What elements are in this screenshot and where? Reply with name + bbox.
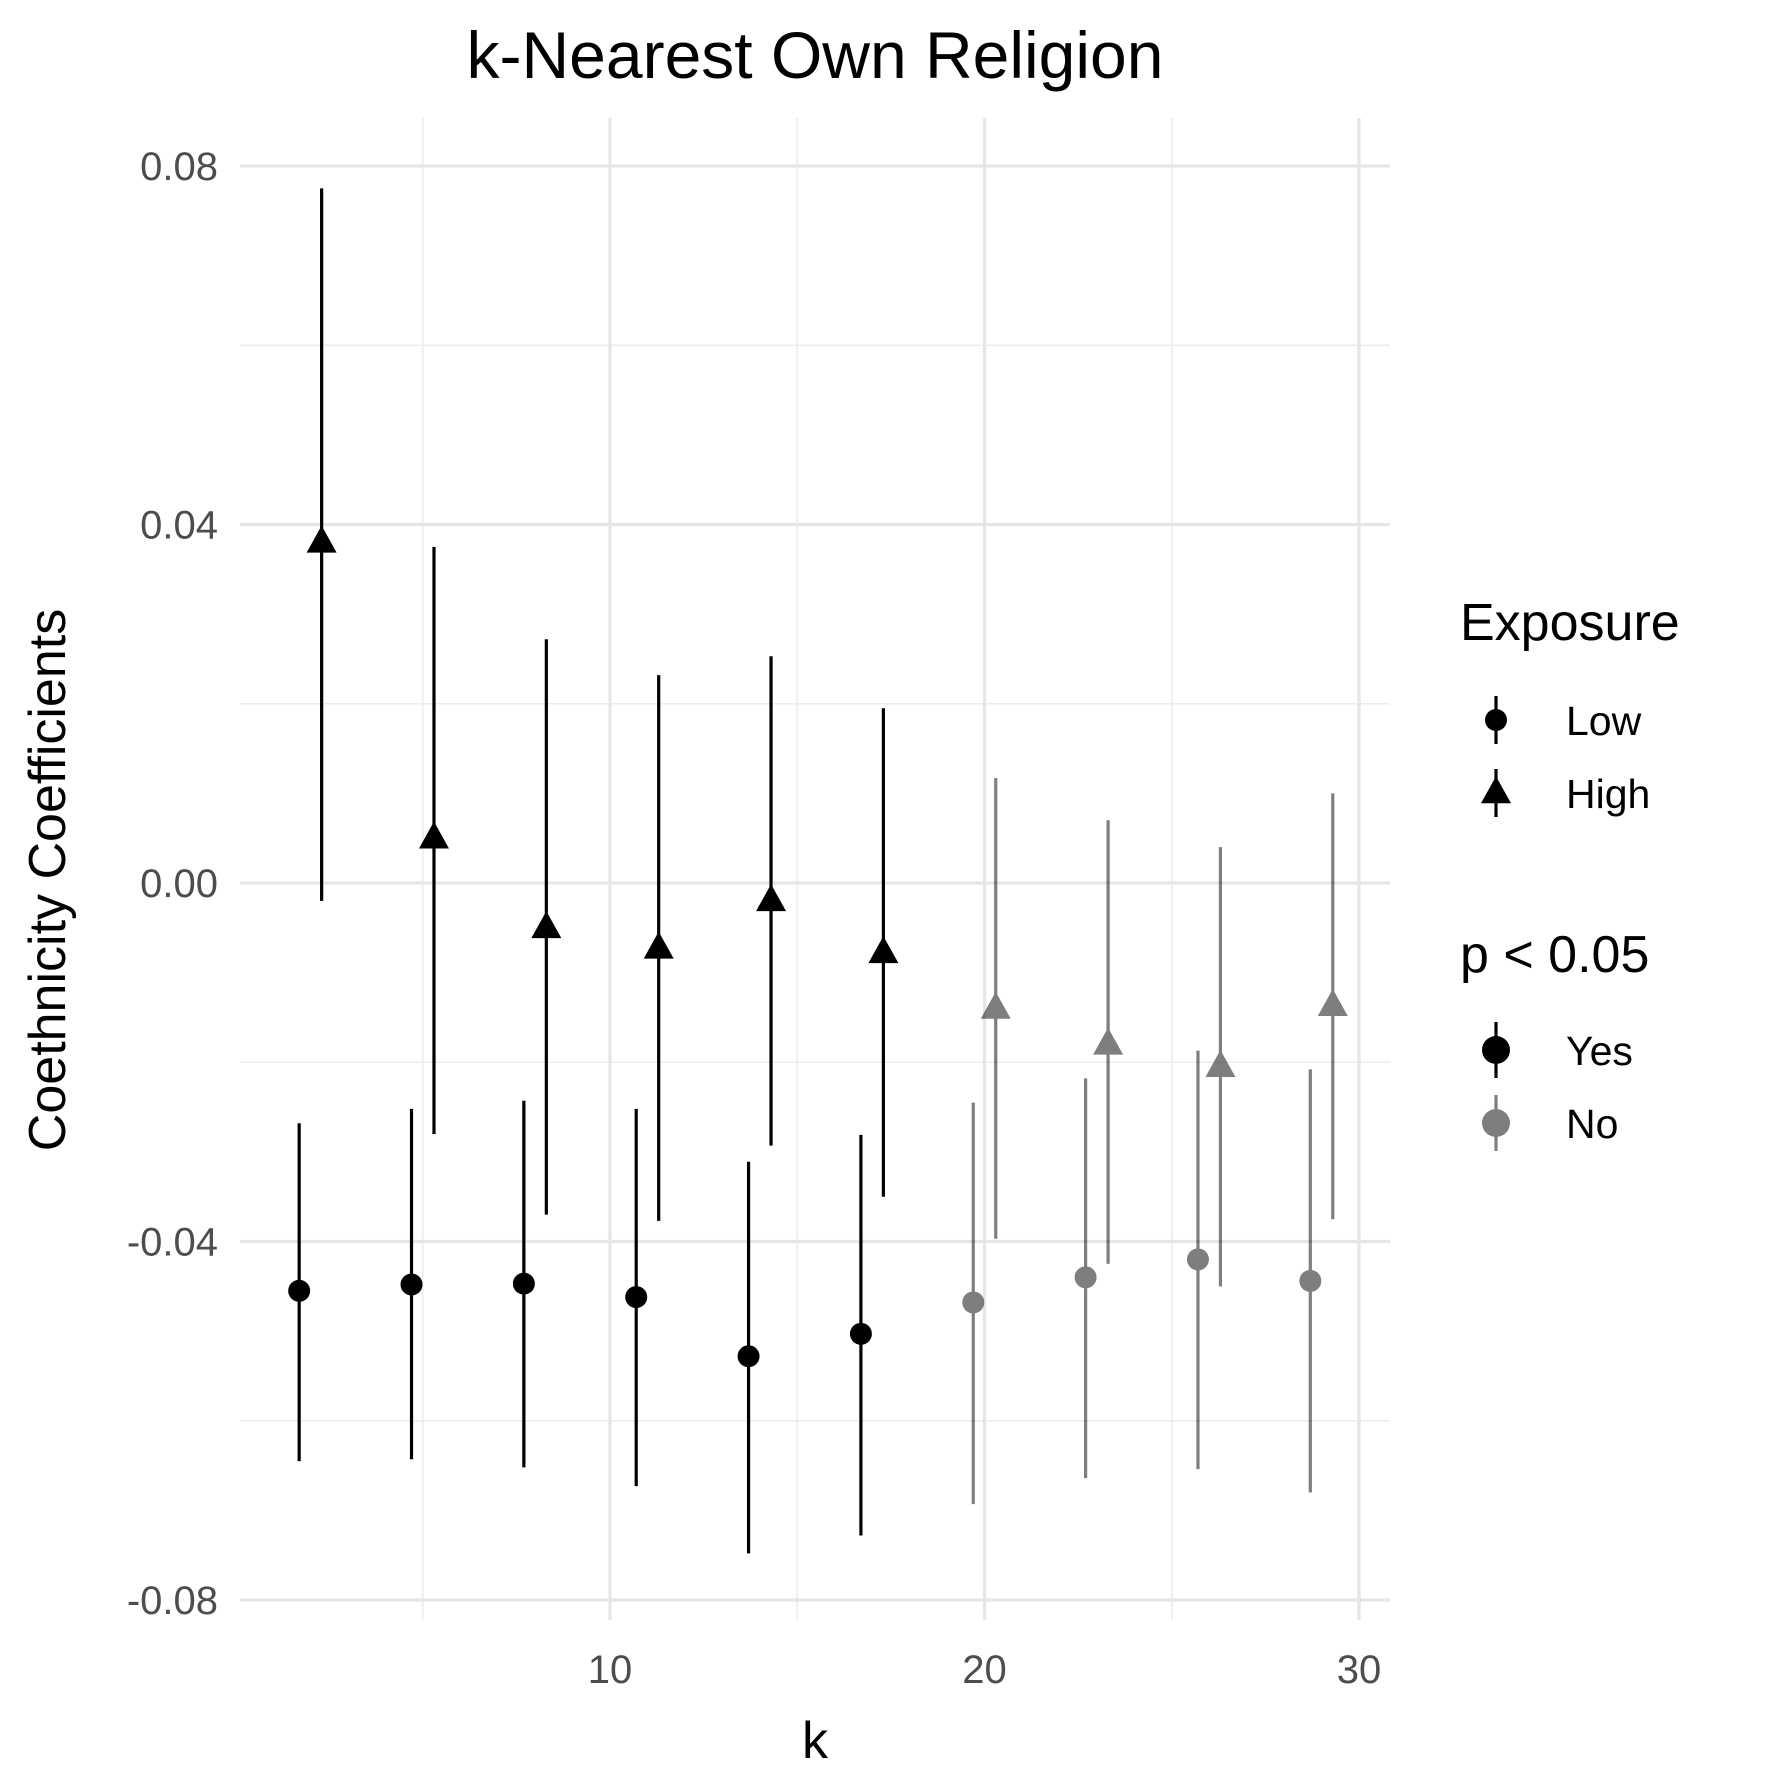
- x-tick-label: 20: [962, 1648, 1007, 1692]
- legend-label-low: Low: [1566, 698, 1642, 744]
- y-axis-title: Coethnicity Coefficients: [19, 609, 77, 1151]
- low-exposure-point-1: [400, 1108, 423, 1460]
- legend-label-yes: Yes: [1566, 1028, 1633, 1074]
- point-estimate-circle: [400, 1273, 423, 1296]
- point-estimate-triangle: [868, 936, 899, 964]
- legend-key-no: [1482, 1095, 1510, 1151]
- low-exposure-point-4: [737, 1161, 760, 1554]
- point-estimate-circle: [625, 1286, 648, 1309]
- low-exposure-point-5: [849, 1134, 872, 1536]
- grid-lines: [240, 118, 1390, 1620]
- point-estimate-triangle: [980, 991, 1011, 1019]
- low-exposure-point-2: [512, 1100, 535, 1468]
- legend-key-low: [1485, 696, 1507, 744]
- high-exposure-point-5: [868, 708, 899, 1197]
- point-estimate-circle: [288, 1279, 311, 1302]
- point-estimate-circle: [1299, 1269, 1322, 1292]
- point-estimate-triangle: [643, 931, 674, 959]
- y-tick-label: 0.08: [140, 145, 218, 189]
- y-tick-label: 0.00: [140, 862, 218, 906]
- legend-label-high: High: [1566, 771, 1650, 817]
- point-estimate-triangle: [1317, 989, 1348, 1017]
- high-exposure-point-2: [531, 639, 562, 1215]
- low-exposure-point-7: [1074, 1078, 1097, 1479]
- y-tick-label: -0.04: [127, 1221, 218, 1265]
- low-exposure-point-0: [288, 1123, 311, 1462]
- low-exposure-point-3: [625, 1108, 648, 1487]
- point-estimate-triangle: [1093, 1027, 1124, 1055]
- y-tick-label: 0.04: [140, 504, 218, 548]
- x-tick-label: 30: [1337, 1648, 1382, 1692]
- low-exposure-point-8: [1186, 1050, 1209, 1470]
- x-tick-label: 10: [588, 1648, 633, 1692]
- high-exposure-point-9: [1317, 793, 1348, 1220]
- legend-title-exposure: Exposure: [1460, 594, 1680, 652]
- high-exposure-point-4: [756, 656, 787, 1146]
- y-axis-ticks: -0.08 -0.04 0.00 0.04 0.08: [127, 145, 218, 1623]
- high-exposure-point-8: [1205, 847, 1236, 1287]
- legend-label-no: No: [1566, 1101, 1618, 1147]
- high-exposure-point-7: [1093, 820, 1124, 1264]
- point-estimate-triangle: [418, 821, 449, 849]
- x-axis-title: k: [802, 1712, 829, 1770]
- x-axis-ticks: 10 20 30: [588, 1648, 1382, 1692]
- point-estimate-circle: [512, 1272, 535, 1295]
- point-estimate-triangle: [756, 884, 787, 912]
- low-exposure-point-6: [962, 1102, 985, 1505]
- legend-title-significance: p < 0.05: [1460, 926, 1649, 984]
- point-estimate-circle: [1074, 1266, 1097, 1289]
- legend: Exposure Low High p < 0.05 Yes No: [1460, 594, 1680, 1151]
- low-exposure-point-9: [1299, 1069, 1322, 1493]
- point-estimate-circle: [737, 1345, 760, 1368]
- point-estimate-triangle: [306, 525, 337, 553]
- data-marks: [288, 188, 1348, 1554]
- high-exposure-point-1: [418, 546, 449, 1134]
- chart-title: k-Nearest Own Religion: [467, 18, 1164, 92]
- y-tick-label: -0.08: [127, 1579, 218, 1623]
- high-exposure-point-3: [643, 675, 674, 1221]
- point-estimate-circle: [1186, 1248, 1209, 1271]
- point-estimate-circle: [962, 1291, 985, 1314]
- legend-key-high: [1481, 769, 1511, 817]
- point-estimate-circle: [849, 1322, 872, 1345]
- high-exposure-point-6: [980, 778, 1011, 1239]
- point-estimate-triangle: [1205, 1049, 1236, 1077]
- high-exposure-point-0: [306, 188, 337, 901]
- legend-key-yes: [1482, 1022, 1510, 1078]
- point-estimate-triangle: [531, 911, 562, 939]
